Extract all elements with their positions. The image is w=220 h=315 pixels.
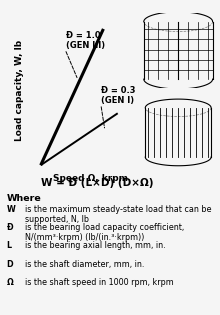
Text: is the bearing load capacity coefficient,
N/(mm³·krpm) (lb/(in.³·krpm)): is the bearing load capacity coefficient…	[25, 223, 185, 243]
Text: is the bearing axial length, mm, in.: is the bearing axial length, mm, in.	[25, 241, 166, 250]
Text: W = Đ (L×D) (D×Ω): W = Đ (L×D) (D×Ω)	[40, 178, 153, 188]
Text: D: D	[7, 260, 13, 269]
Text: Where: Where	[7, 194, 41, 203]
Text: W: W	[7, 205, 15, 214]
Text: L: L	[7, 241, 12, 250]
Text: is the shaft speed in 1000 rpm, krpm: is the shaft speed in 1000 rpm, krpm	[25, 278, 174, 287]
Text: Đ = 1.0
(GEN III): Đ = 1.0 (GEN III)	[66, 31, 105, 50]
Text: Đ = 0.3
(GEN I): Đ = 0.3 (GEN I)	[101, 86, 136, 105]
X-axis label: Speed Ω, krpm: Speed Ω, krpm	[53, 175, 128, 183]
Text: is the maximum steady-state load that can be
supported, N, lb: is the maximum steady-state load that ca…	[25, 205, 212, 224]
Text: Load capacity, W, lb: Load capacity, W, lb	[15, 40, 24, 141]
Text: Đ: Đ	[7, 223, 13, 232]
Text: Ω: Ω	[7, 278, 13, 287]
Text: is the shaft diameter, mm, in.: is the shaft diameter, mm, in.	[25, 260, 145, 269]
